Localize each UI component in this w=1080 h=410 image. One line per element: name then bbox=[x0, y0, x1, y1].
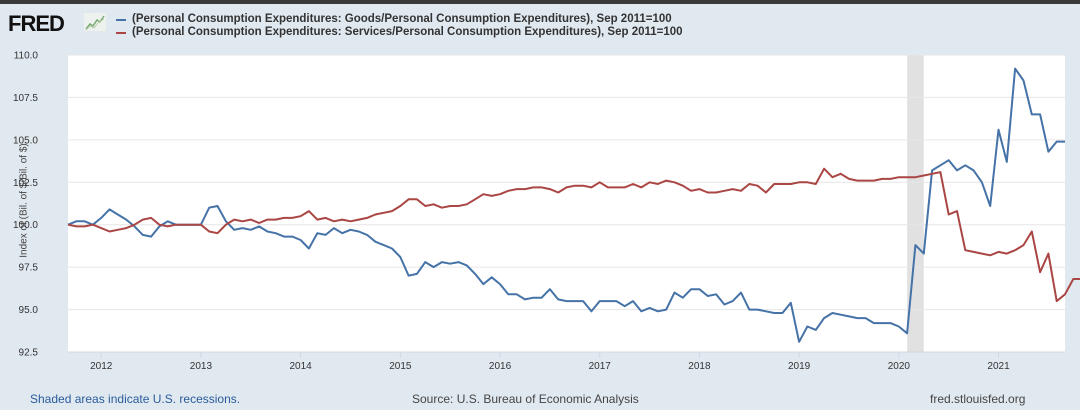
x-tick-label: 2017 bbox=[589, 361, 612, 372]
legend-swatch-services bbox=[116, 31, 126, 34]
chart-legend: (Personal Consumption Expenditures: Good… bbox=[116, 13, 683, 39]
legend-swatch-goods bbox=[116, 18, 126, 21]
y-tick-label: 102.5 bbox=[13, 178, 38, 189]
x-tick-label: 2019 bbox=[788, 361, 811, 372]
fred-logo[interactable]: FRED bbox=[8, 11, 65, 36]
x-tick-label: 2018 bbox=[688, 361, 711, 372]
x-tick-label: 2016 bbox=[489, 361, 512, 372]
y-tick-label: 110.0 bbox=[14, 51, 39, 62]
x-tick-label: 2020 bbox=[888, 361, 911, 372]
site-link[interactable]: fred.stlouisfed.org bbox=[930, 392, 1026, 406]
y-tick-label: 107.5 bbox=[13, 93, 38, 104]
top-bar bbox=[0, 0, 1080, 4]
recession-note: Shaded areas indicate U.S. recessions. bbox=[30, 392, 241, 406]
legend-label-services: (Personal Consumption Expenditures: Serv… bbox=[132, 26, 683, 38]
x-tick-label: 2015 bbox=[389, 361, 412, 372]
plot-background bbox=[68, 55, 1065, 352]
x-tick-label: 2021 bbox=[987, 361, 1010, 372]
y-tick-label: 105.0 bbox=[13, 135, 38, 146]
x-tick-label: 2013 bbox=[190, 361, 213, 372]
legend-item-goods[interactable]: (Personal Consumption Expenditures: Good… bbox=[116, 13, 683, 26]
source-note: Source: U.S. Bureau of Economic Analysis bbox=[412, 392, 639, 406]
y-tick-label: 100.0 bbox=[13, 220, 38, 231]
x-tick-label: 2014 bbox=[290, 361, 313, 372]
x-tick-label: 2012 bbox=[90, 361, 113, 372]
line-chart-icon bbox=[84, 13, 106, 31]
y-tick-label: 97.5 bbox=[19, 263, 39, 274]
legend-label-goods: (Personal Consumption Expenditures: Good… bbox=[132, 13, 672, 25]
y-tick-label: 95.0 bbox=[19, 305, 39, 316]
recession-shade bbox=[907, 55, 924, 352]
series-line-goods bbox=[67, 67, 1065, 343]
y-tick-label: 92.5 bbox=[19, 348, 39, 359]
series-line-services bbox=[67, 167, 1080, 303]
legend-item-services[interactable]: (Personal Consumption Expenditures: Serv… bbox=[116, 26, 683, 39]
